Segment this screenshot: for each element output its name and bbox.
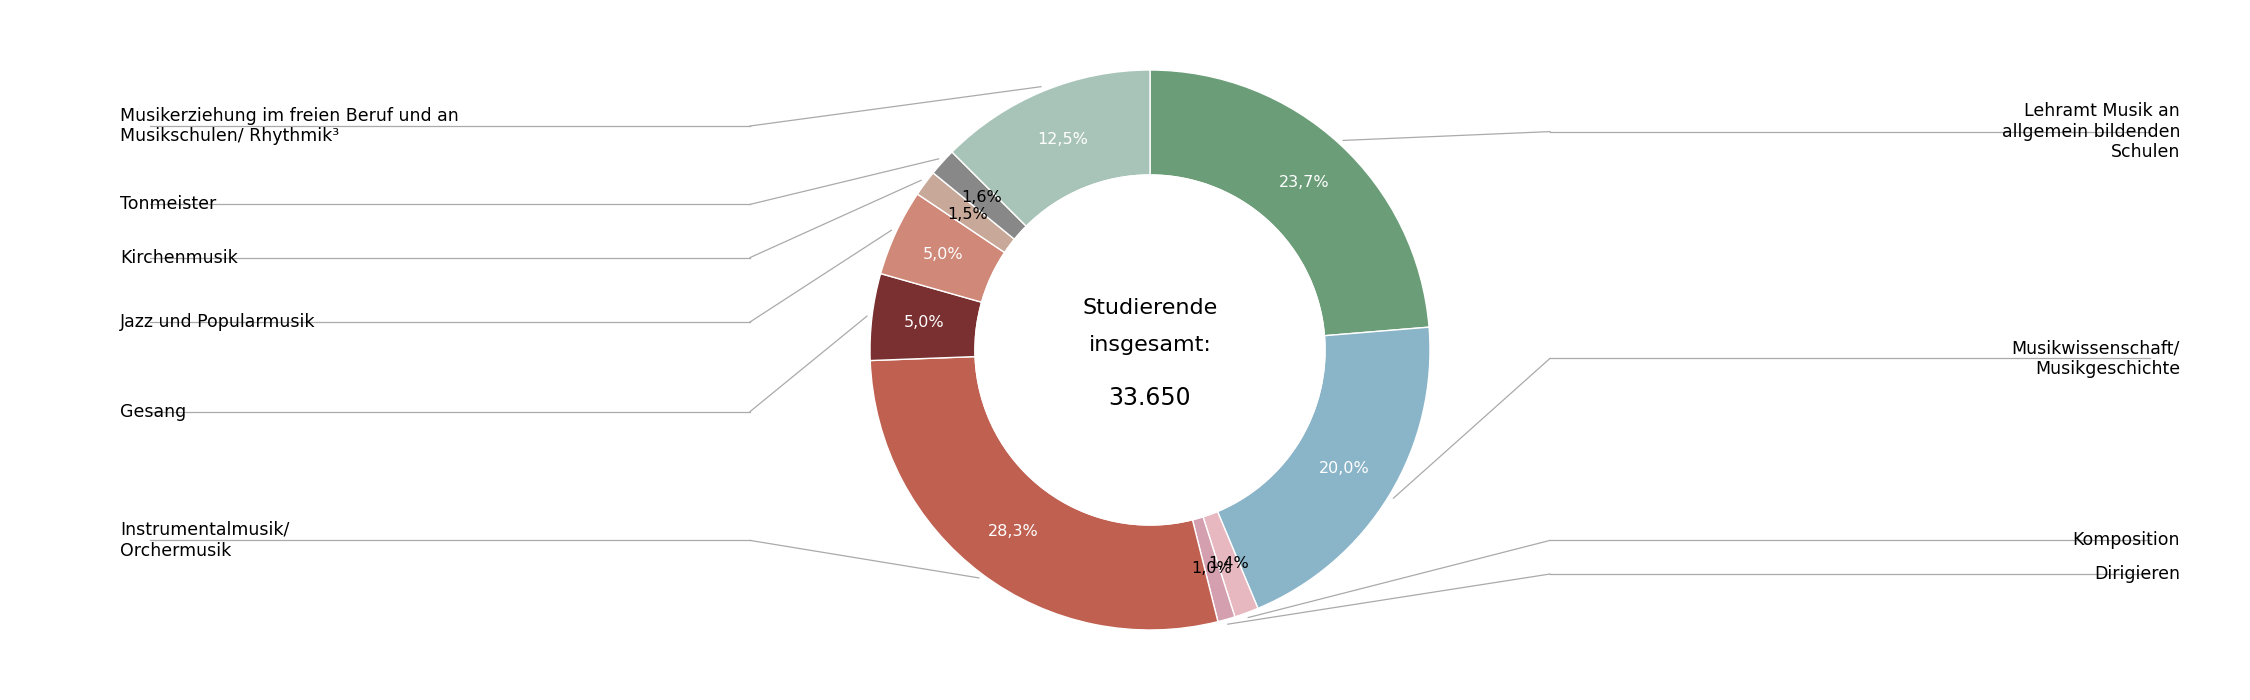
Text: 1,4%: 1,4% <box>1208 556 1249 571</box>
Text: Musikwissenschaft/
Musikgeschichte: Musikwissenschaft/ Musikgeschichte <box>2012 339 2180 378</box>
Wedge shape <box>1150 70 1429 336</box>
Text: 5,0%: 5,0% <box>904 316 945 330</box>
Wedge shape <box>934 152 1026 239</box>
Wedge shape <box>880 194 1006 302</box>
Text: 5,0%: 5,0% <box>922 247 963 262</box>
Circle shape <box>974 175 1325 525</box>
Wedge shape <box>871 274 981 360</box>
Text: Jazz und Popularmusik: Jazz und Popularmusik <box>119 313 315 331</box>
Text: 12,5%: 12,5% <box>1037 132 1089 147</box>
Wedge shape <box>952 70 1150 226</box>
Text: Instrumentalmusik/
Orchermusik: Instrumentalmusik/ Orchermusik <box>119 521 290 560</box>
Text: Tonmeister: Tonmeister <box>119 195 216 214</box>
Text: Komposition: Komposition <box>2072 531 2180 550</box>
Text: 28,3%: 28,3% <box>988 524 1040 540</box>
Wedge shape <box>918 173 1015 253</box>
Text: 20,0%: 20,0% <box>1318 461 1370 476</box>
Text: 23,7%: 23,7% <box>1278 175 1330 190</box>
Text: 1,6%: 1,6% <box>961 190 1001 205</box>
Text: Lehramt Musik an
allgemein bildenden
Schulen: Lehramt Musik an allgemein bildenden Sch… <box>2002 102 2180 162</box>
Text: 33.650: 33.650 <box>1109 386 1190 410</box>
Wedge shape <box>1192 517 1235 622</box>
Text: 1,0%: 1,0% <box>1192 561 1233 576</box>
Text: Gesang: Gesang <box>119 402 187 421</box>
Text: Musikerziehung im freien Beruf und an
Musikschulen/ Rhythmik³: Musikerziehung im freien Beruf und an Mu… <box>119 106 459 146</box>
Wedge shape <box>1204 512 1258 617</box>
Text: 1,5%: 1,5% <box>947 207 988 222</box>
Wedge shape <box>871 356 1217 630</box>
Text: Dirigieren: Dirigieren <box>2095 565 2180 583</box>
Text: Studierende: Studierende <box>1082 298 1217 318</box>
Text: insgesamt:: insgesamt: <box>1089 335 1210 355</box>
Text: Kirchenmusik: Kirchenmusik <box>119 248 238 267</box>
Wedge shape <box>1217 327 1431 608</box>
